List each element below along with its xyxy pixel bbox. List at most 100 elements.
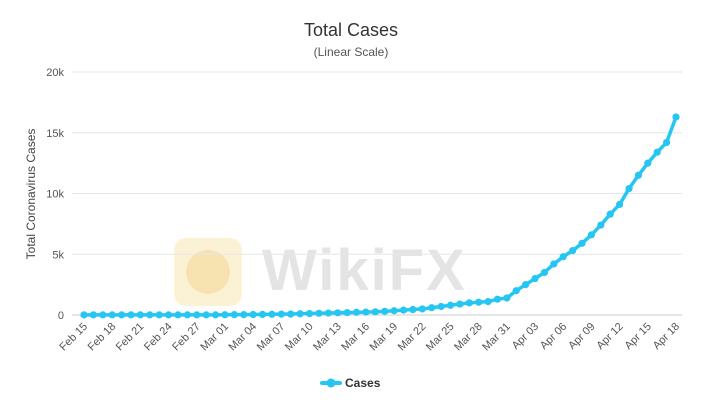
x-tick-label: Apr 06 [538, 321, 569, 352]
data-point[interactable] [578, 239, 586, 247]
data-point[interactable] [174, 311, 182, 319]
x-tick-label: Mar 16 [339, 321, 372, 354]
chart-title: Total Cases [304, 20, 398, 40]
y-axis: 0 5k 10k 15k 20k [46, 67, 64, 322]
data-point[interactable] [437, 302, 445, 311]
watermark: WikiFX [174, 238, 467, 306]
data-point[interactable] [512, 287, 520, 295]
x-tick-label: Feb 21 [114, 321, 147, 354]
x-tick-label: Apr 15 [623, 321, 654, 352]
data-point[interactable] [672, 113, 680, 121]
data-point[interactable] [324, 309, 332, 317]
data-point[interactable] [258, 310, 267, 318]
x-tick-label: Apr 18 [651, 321, 682, 352]
data-point[interactable] [484, 298, 492, 306]
watermark-logo-emblem [186, 250, 230, 294]
data-point[interactable] [456, 300, 464, 308]
data-point[interactable] [475, 298, 483, 306]
x-tick-label: Mar 28 [452, 321, 485, 354]
data-point[interactable] [127, 311, 135, 319]
data-point[interactable] [644, 159, 652, 167]
x-tick-label: Feb 27 [170, 321, 203, 354]
data-point[interactable] [136, 311, 144, 319]
x-tick-label: Mar 07 [255, 321, 288, 354]
x-tick-label: Mar 01 [198, 321, 231, 354]
data-point[interactable] [296, 310, 304, 318]
data-point[interactable] [625, 185, 633, 193]
legend[interactable]: Cases [320, 376, 381, 390]
data-point[interactable] [164, 311, 173, 319]
data-point[interactable] [99, 311, 107, 319]
x-tick-label: Apr 12 [594, 321, 625, 352]
x-tick-label: Feb 18 [86, 321, 119, 354]
data-point[interactable] [381, 307, 389, 315]
data-point[interactable] [230, 311, 238, 319]
data-point[interactable] [287, 310, 295, 318]
data-point[interactable] [550, 260, 558, 268]
data-point[interactable] [663, 138, 671, 147]
data-point[interactable] [240, 311, 248, 319]
data-point[interactable] [155, 311, 163, 319]
x-tick-label: Mar 10 [283, 321, 316, 354]
x-tick-label: Mar 25 [424, 321, 457, 354]
legend-item-cases[interactable]: Cases [345, 376, 381, 390]
data-point[interactable] [146, 311, 154, 319]
data-point[interactable] [362, 308, 370, 316]
legend-marker-icon [326, 378, 336, 388]
data-point[interactable] [89, 311, 97, 319]
data-point[interactable] [343, 308, 351, 317]
data-point[interactable] [634, 171, 643, 179]
data-point[interactable] [503, 294, 511, 302]
data-point[interactable] [587, 231, 596, 239]
data-point[interactable] [249, 310, 257, 319]
data-point[interactable] [493, 295, 502, 303]
data-point[interactable] [390, 307, 398, 315]
data-point[interactable] [305, 309, 314, 318]
data-point[interactable] [211, 311, 220, 319]
watermark-text: WikiFX [262, 238, 467, 303]
data-point[interactable] [522, 281, 530, 289]
data-point[interactable] [606, 210, 614, 218]
x-tick-label: Mar 22 [396, 321, 429, 354]
x-tick-label: Feb 24 [142, 321, 175, 354]
x-tick-label: Apr 09 [566, 321, 597, 352]
data-point[interactable] [409, 305, 417, 314]
data-point[interactable] [371, 308, 379, 316]
series-line [82, 115, 678, 317]
series-cases [80, 113, 680, 319]
data-point[interactable] [531, 274, 539, 283]
x-tick-label: Mar 19 [368, 321, 401, 354]
data-point[interactable] [221, 311, 229, 319]
data-point[interactable] [183, 311, 191, 319]
data-point[interactable] [334, 309, 342, 317]
data-point[interactable] [268, 310, 276, 318]
y-tick-label: 15k [46, 128, 64, 140]
data-point[interactable] [465, 299, 473, 307]
data-point[interactable] [80, 311, 88, 319]
data-point[interactable] [117, 311, 126, 319]
data-point[interactable] [446, 301, 455, 309]
x-tick-label: Mar 04 [227, 321, 260, 354]
data-point[interactable] [315, 309, 323, 317]
data-point[interactable] [597, 221, 605, 229]
data-point[interactable] [193, 311, 201, 319]
data-point[interactable] [540, 268, 549, 277]
y-axis-label: Total Coronavirus Cases [24, 129, 38, 260]
y-tick-label: 20k [46, 67, 64, 79]
data-point[interactable] [352, 308, 361, 316]
data-point[interactable] [569, 247, 577, 255]
data-point[interactable] [399, 306, 408, 314]
data-point[interactable] [108, 311, 116, 319]
data-point[interactable] [653, 148, 661, 156]
data-point[interactable] [277, 310, 285, 318]
x-tick-label: Mar 13 [311, 321, 344, 354]
y-tick-label: 10k [46, 189, 64, 201]
x-tick-label: Feb 15 [57, 321, 90, 354]
data-point[interactable] [559, 253, 567, 261]
data-point[interactable] [428, 304, 436, 312]
x-tick-label: Mar 31 [480, 321, 513, 354]
data-point[interactable] [418, 305, 426, 313]
data-point[interactable] [202, 311, 210, 319]
data-point[interactable] [616, 200, 624, 209]
